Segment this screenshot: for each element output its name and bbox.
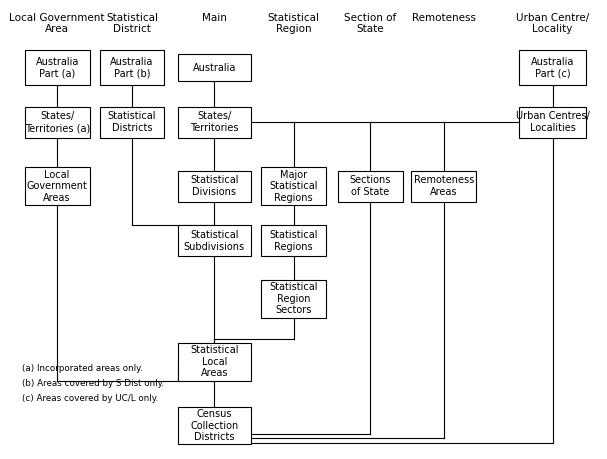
Text: Section of
State: Section of State — [344, 13, 396, 34]
FancyBboxPatch shape — [519, 50, 586, 84]
Text: Remoteness: Remoteness — [412, 13, 476, 23]
FancyBboxPatch shape — [177, 54, 251, 81]
FancyBboxPatch shape — [177, 343, 251, 381]
Text: (a) Incorporated areas only.: (a) Incorporated areas only. — [22, 364, 143, 373]
FancyBboxPatch shape — [25, 168, 89, 205]
Text: States/
Territories (a): States/ Territories (a) — [24, 112, 90, 133]
Text: (b) Areas covered by S Dist only.: (b) Areas covered by S Dist only. — [22, 379, 164, 388]
FancyBboxPatch shape — [25, 107, 89, 138]
FancyBboxPatch shape — [262, 225, 326, 257]
Text: Major
Statistical
Regions: Major Statistical Regions — [270, 169, 318, 203]
Text: Statistical
Divisions: Statistical Divisions — [190, 175, 239, 197]
Text: Local
Government
Areas: Local Government Areas — [27, 169, 87, 203]
Text: Statistical
Local
Areas: Statistical Local Areas — [190, 345, 239, 378]
Text: Main: Main — [202, 13, 227, 23]
Text: Statistical
Region
Sectors: Statistical Region Sectors — [270, 282, 318, 315]
Text: Statistical
Districts: Statistical Districts — [107, 112, 156, 133]
Text: Australia
Part (a): Australia Part (a) — [35, 57, 79, 78]
FancyBboxPatch shape — [262, 168, 326, 205]
Text: Statistical
Region: Statistical Region — [268, 13, 320, 34]
FancyBboxPatch shape — [338, 171, 402, 202]
FancyBboxPatch shape — [412, 171, 476, 202]
Text: Australia: Australia — [192, 62, 236, 73]
FancyBboxPatch shape — [177, 407, 251, 444]
Text: Urban Centres/
Localities: Urban Centres/ Localities — [516, 112, 589, 133]
Text: States/
Territories: States/ Territories — [190, 112, 239, 133]
FancyBboxPatch shape — [177, 107, 251, 138]
FancyBboxPatch shape — [177, 225, 251, 257]
FancyBboxPatch shape — [177, 171, 251, 202]
Text: Statistical
Regions: Statistical Regions — [270, 230, 318, 252]
Text: Australia
Part (c): Australia Part (c) — [531, 57, 574, 78]
FancyBboxPatch shape — [100, 50, 164, 84]
Text: Remoteness
Areas: Remoteness Areas — [413, 175, 474, 197]
FancyBboxPatch shape — [25, 50, 89, 84]
Text: Sections
of State: Sections of State — [350, 175, 391, 197]
FancyBboxPatch shape — [262, 280, 326, 318]
Text: (c) Areas covered by UC/L only.: (c) Areas covered by UC/L only. — [22, 394, 158, 403]
Text: Local Government
Area: Local Government Area — [10, 13, 105, 34]
FancyBboxPatch shape — [519, 107, 586, 138]
Text: Statistical
District: Statistical District — [106, 13, 158, 34]
FancyBboxPatch shape — [100, 107, 164, 138]
Text: Statistical
Subdivisions: Statistical Subdivisions — [184, 230, 245, 252]
Text: Census
Collection
Districts: Census Collection Districts — [190, 409, 239, 442]
Text: Urban Centre/
Locality: Urban Centre/ Locality — [516, 13, 589, 34]
Text: Australia
Part (b): Australia Part (b) — [110, 57, 154, 78]
